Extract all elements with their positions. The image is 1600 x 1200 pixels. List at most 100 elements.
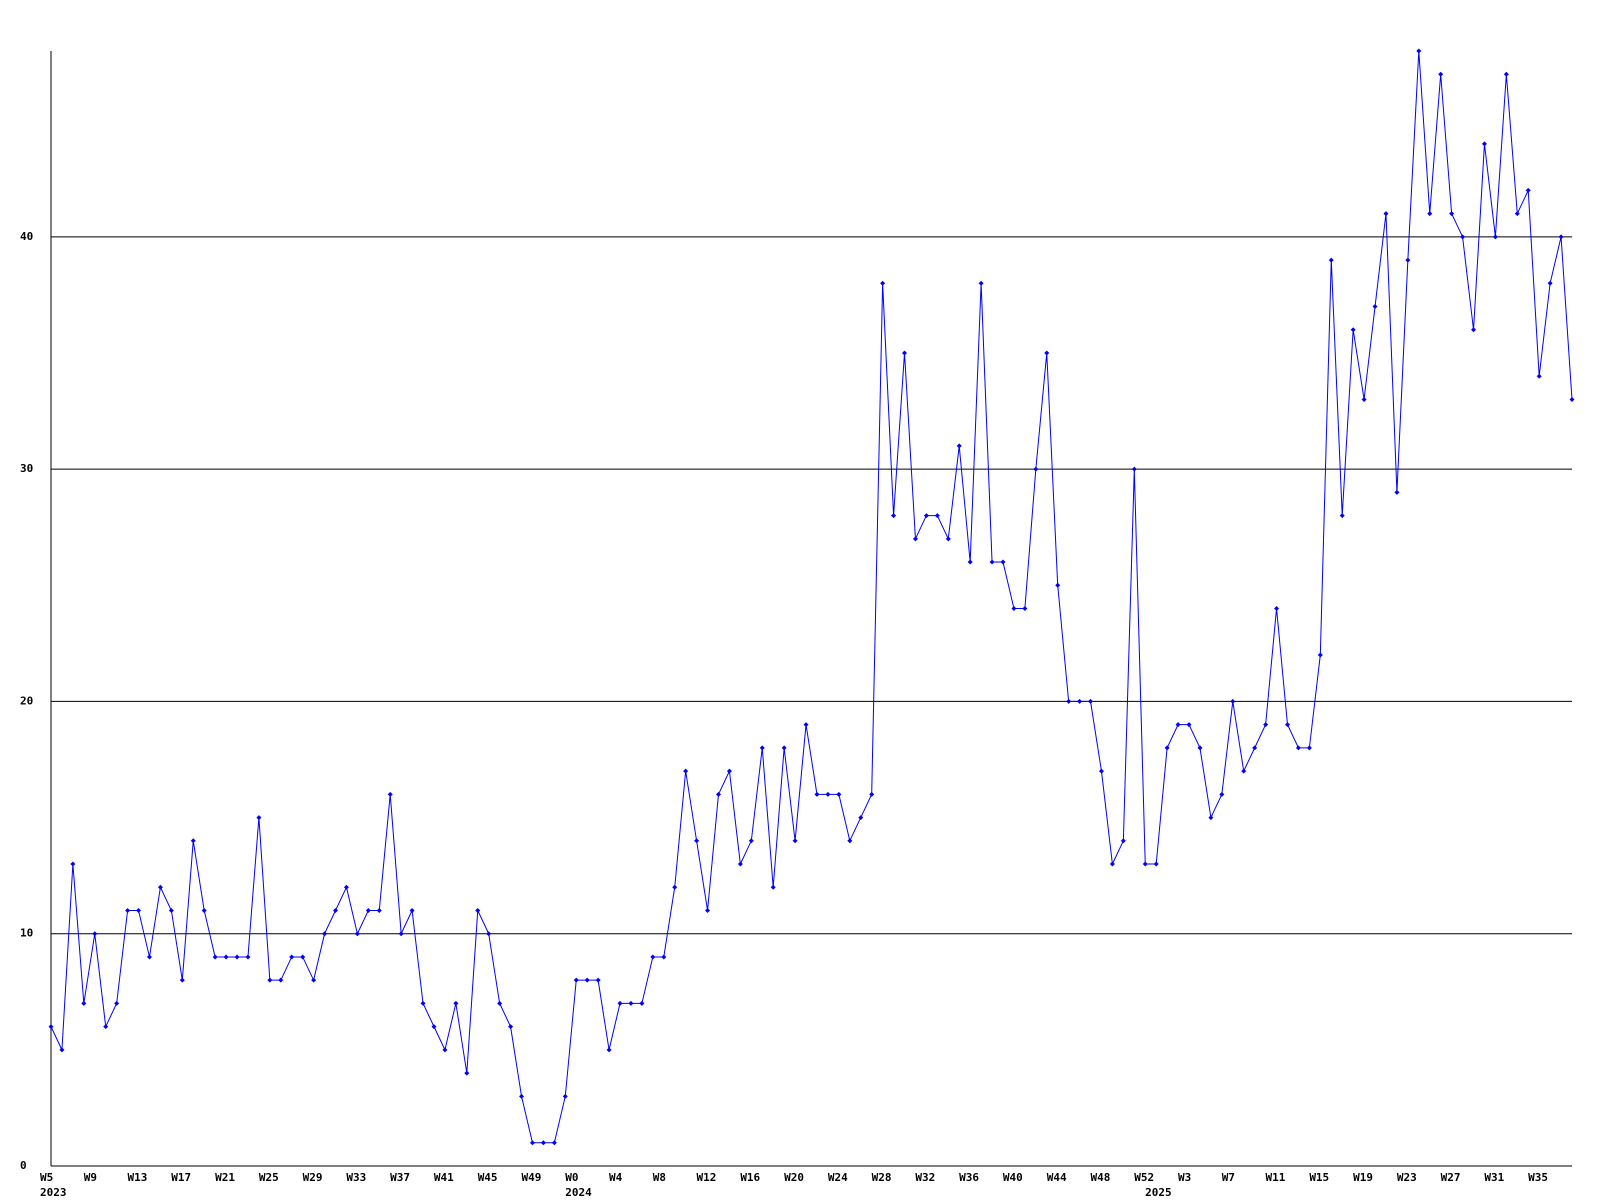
point-marker (190, 838, 196, 844)
point-marker (705, 907, 711, 913)
x-tick-label: W4 (609, 1171, 623, 1184)
x-year-label: 2024 (565, 1186, 592, 1199)
point-marker (1514, 211, 1520, 217)
x-tick-label: W41 (434, 1171, 454, 1184)
point-marker (1230, 698, 1236, 704)
point-marker (223, 954, 229, 960)
y-tick-label: 10 (20, 927, 33, 940)
point-marker (92, 931, 98, 937)
point-marker (1383, 211, 1389, 217)
point-marker (1405, 257, 1411, 263)
point-marker (540, 1140, 546, 1146)
x-tick-label: W33 (346, 1171, 366, 1184)
point-marker (278, 977, 284, 983)
point-marker (136, 907, 142, 913)
point-marker (453, 1000, 459, 1006)
point-marker (519, 1093, 525, 1099)
point-marker (934, 513, 940, 519)
point-marker (759, 745, 765, 751)
point-marker (1547, 280, 1553, 286)
point-marker (726, 768, 732, 774)
point-marker (365, 907, 371, 913)
point-marker (1449, 211, 1455, 217)
point-marker (125, 907, 131, 913)
point-marker (1361, 396, 1367, 402)
point-marker (715, 791, 721, 797)
point-marker (70, 861, 76, 867)
point-marker (639, 1000, 645, 1006)
point-marker (584, 977, 590, 983)
x-tick-label: W17 (171, 1171, 191, 1184)
x-tick-label: W52 (1134, 1171, 1154, 1184)
point-marker (1066, 698, 1072, 704)
point-marker (880, 280, 886, 286)
point-marker (661, 954, 667, 960)
point-marker (1416, 48, 1422, 54)
point-marker (1481, 141, 1487, 147)
point-marker (442, 1047, 448, 1053)
x-tick-label: W21 (215, 1171, 235, 1184)
point-marker (431, 1024, 437, 1030)
point-marker (1109, 861, 1115, 867)
point-marker (267, 977, 273, 983)
point-marker (781, 745, 787, 751)
point-marker (146, 954, 152, 960)
point-marker (1011, 606, 1017, 611)
point-marker (1569, 396, 1575, 402)
point-marker (179, 977, 185, 983)
point-marker (1164, 745, 1170, 751)
point-marker (858, 815, 864, 821)
point-marker (1536, 373, 1542, 379)
y-tick-label: 40 (20, 230, 33, 243)
point-marker (300, 954, 306, 960)
point-marker (1241, 768, 1247, 774)
point-marker (322, 931, 328, 937)
point-marker (836, 791, 842, 797)
point-marker (737, 861, 743, 867)
point-marker (529, 1140, 535, 1146)
point-marker (1350, 327, 1356, 333)
point-marker (1372, 304, 1378, 310)
point-marker (409, 907, 415, 913)
point-marker (923, 513, 929, 519)
x-tick-label: W15 (1309, 1171, 1329, 1184)
point-marker (114, 1000, 120, 1006)
point-marker (1142, 861, 1148, 867)
x-tick-label: W29 (303, 1171, 323, 1184)
point-marker (978, 280, 984, 286)
point-marker (912, 536, 918, 542)
point-marker (387, 791, 393, 797)
point-marker (989, 559, 995, 565)
x-tick-label: W49 (521, 1171, 541, 1184)
point-marker (168, 907, 174, 913)
x-year-label: 2023 (40, 1186, 67, 1199)
point-marker (343, 884, 349, 890)
point-marker (1263, 722, 1269, 728)
point-marker (551, 1140, 557, 1146)
point-marker (814, 791, 820, 797)
x-tick-label: W24 (828, 1171, 848, 1184)
y-tick-label: 20 (20, 694, 33, 707)
point-marker (1558, 234, 1564, 240)
y-tick-label: 0 (20, 1159, 27, 1172)
point-marker (1055, 582, 1061, 588)
point-marker (1284, 722, 1290, 728)
point-marker (672, 884, 678, 890)
x-tick-label: W9 (84, 1171, 97, 1184)
x-tick-label: W28 (872, 1171, 892, 1184)
point-marker (1208, 815, 1214, 821)
point-marker (1306, 745, 1312, 751)
point-marker (289, 954, 295, 960)
point-marker (869, 791, 875, 797)
point-marker (1295, 745, 1301, 751)
x-tick-label: W16 (740, 1171, 760, 1184)
x-tick-label: W31 (1484, 1171, 1504, 1184)
point-marker (562, 1093, 568, 1099)
point-marker (311, 977, 317, 983)
point-marker (376, 907, 382, 913)
point-marker (967, 559, 973, 565)
point-marker (1394, 489, 1400, 495)
x-year-label: 2025 (1145, 1186, 1172, 1199)
point-marker (212, 954, 218, 960)
